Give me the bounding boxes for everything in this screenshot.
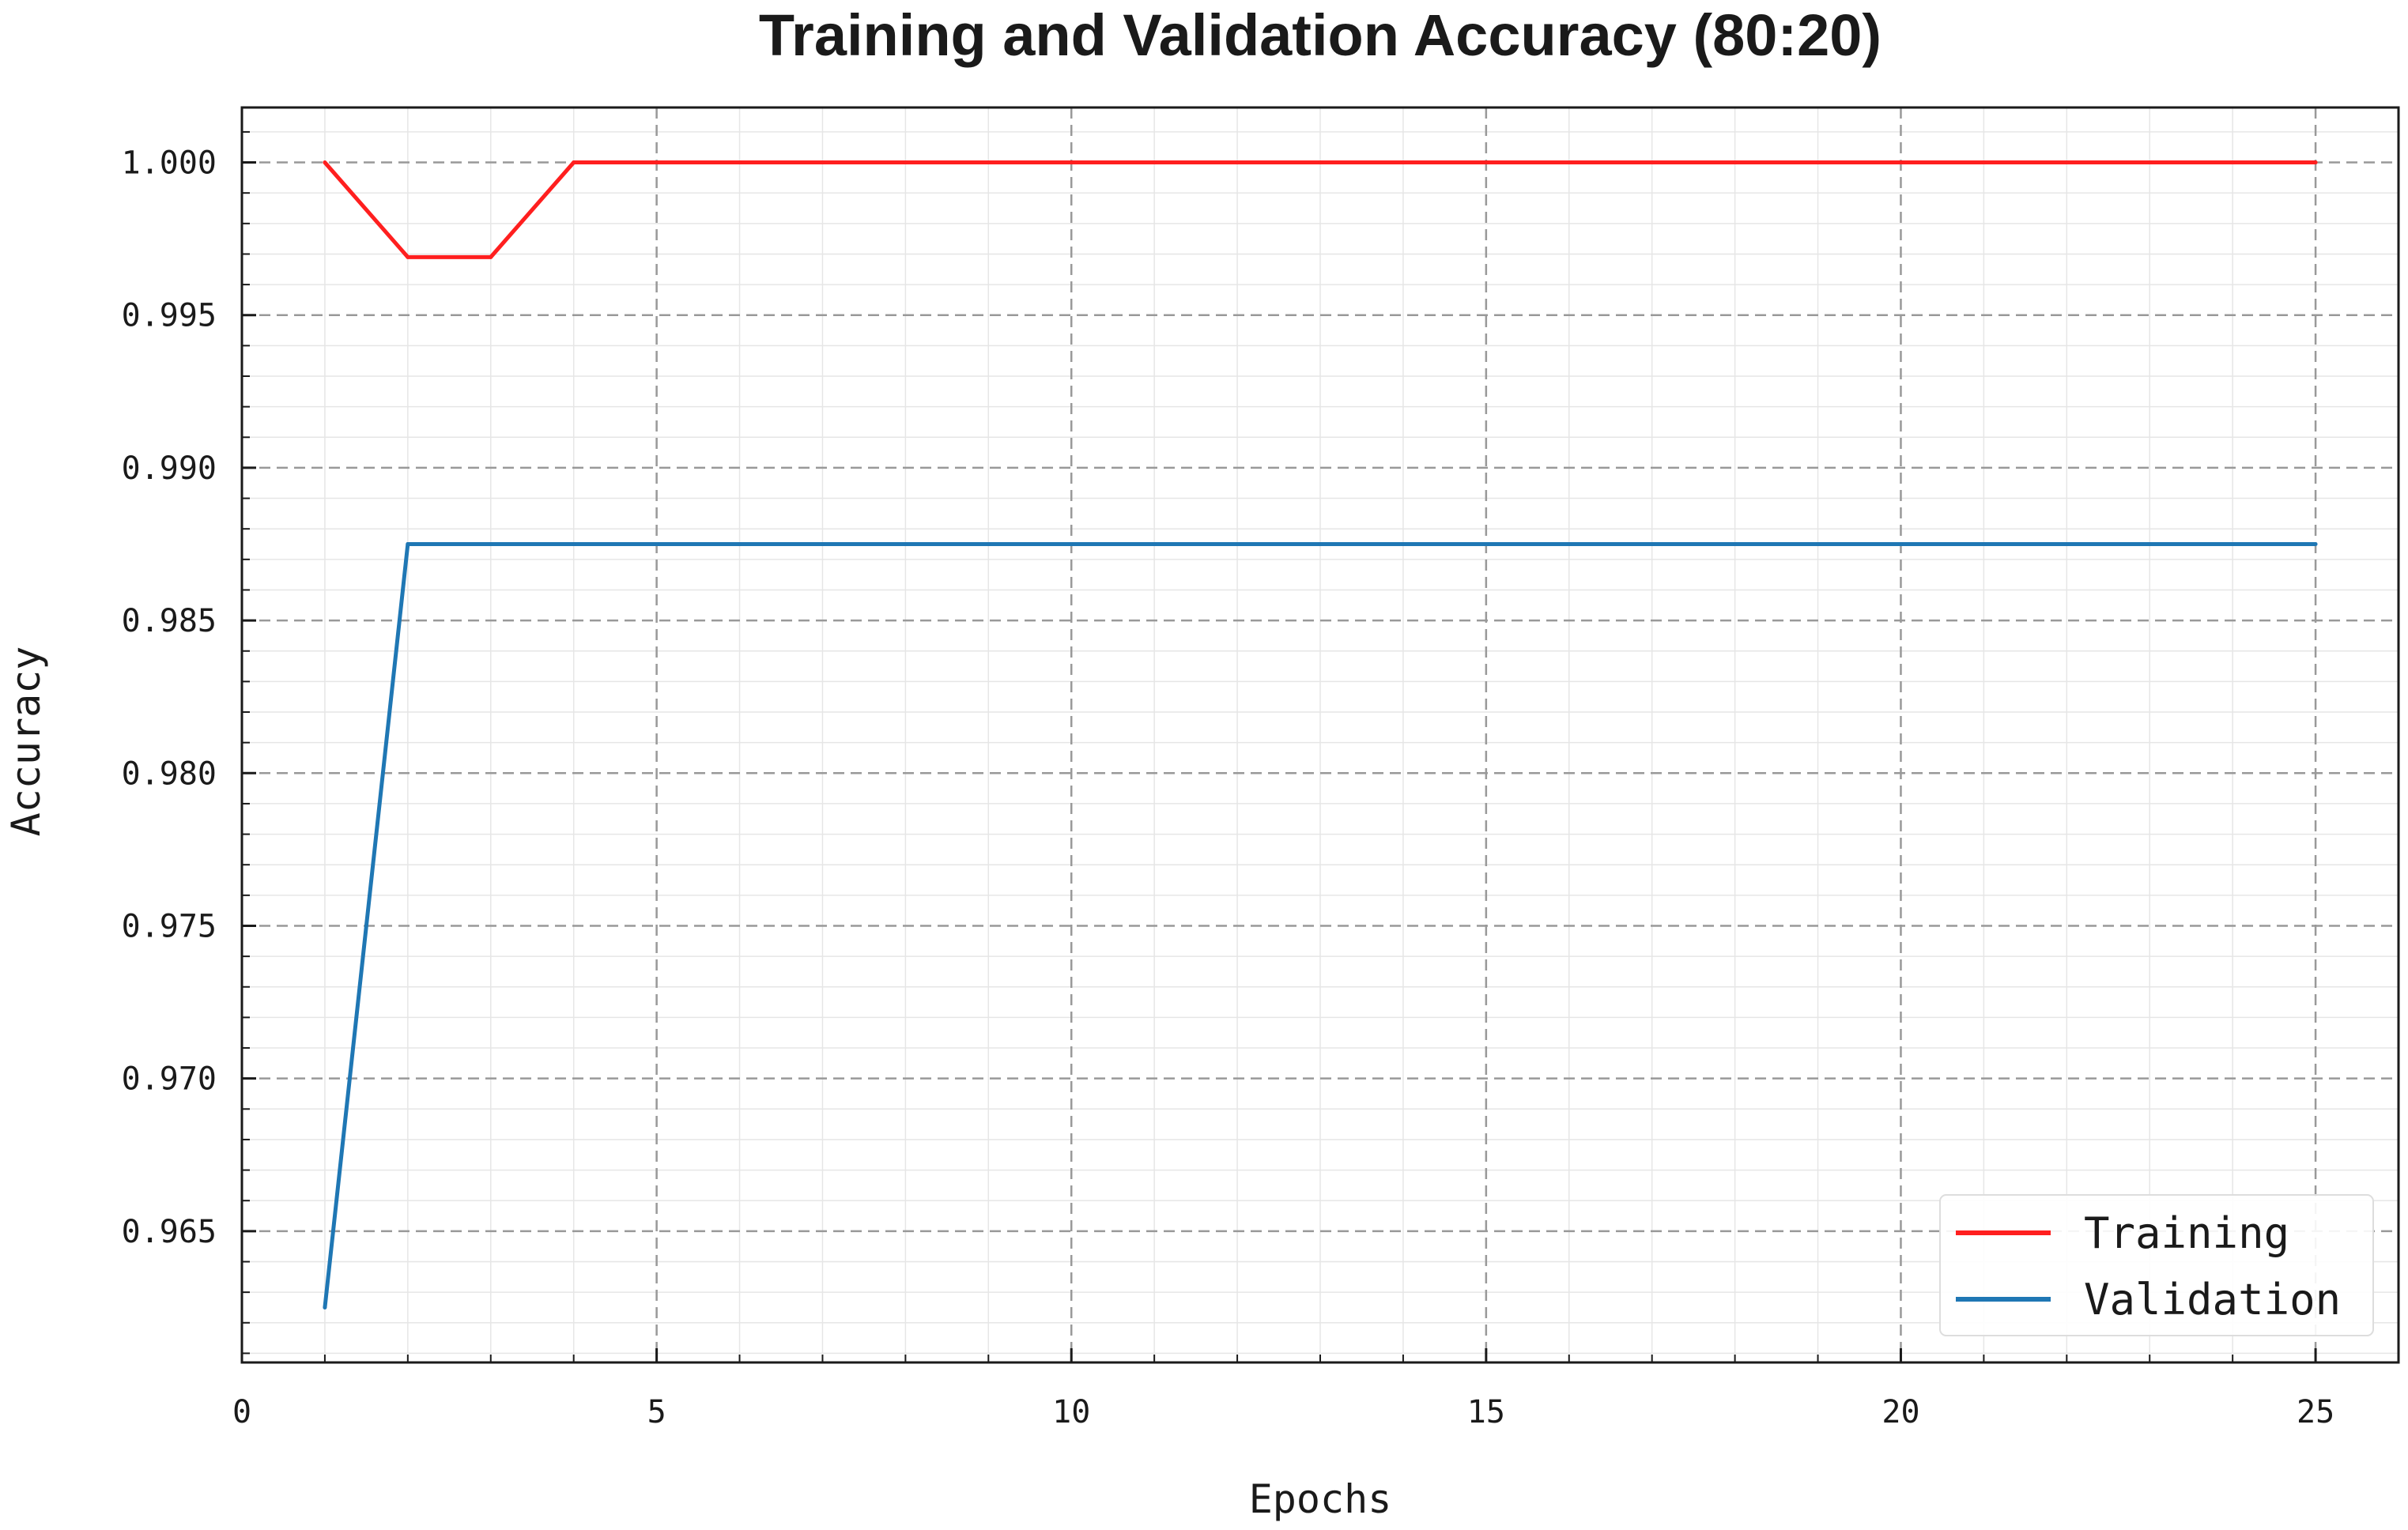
data-point-validation [406,542,410,547]
data-point-validation [1898,542,1903,547]
data-point-training [489,254,493,259]
data-point-training [323,160,327,165]
x-tick-label: 15 [1467,1394,1505,1430]
data-point-training [2064,160,2069,165]
y-tick-label: 0.995 [122,298,217,334]
x-tick-label: 20 [1881,1394,1919,1430]
axis-ticks [240,130,2399,1362]
data-point-validation [986,542,991,547]
data-point-validation [323,1305,327,1310]
minor-gridlines [242,107,2399,1362]
x-tick-label: 0 [232,1394,251,1430]
data-point-training [655,160,659,165]
data-point-training [1567,160,1572,165]
data-point-validation [738,542,742,547]
data-point-training [1318,160,1323,165]
y-tick-label: 0.985 [122,603,217,639]
y-tick-label: 0.980 [122,756,217,792]
data-point-training [820,160,825,165]
data-point-training [986,160,991,165]
data-point-validation [1484,542,1489,547]
data-point-validation [1567,542,1572,547]
tick-labels: 0 5 10 15 20 25 0.965 0.970 0.975 0.980 0.985 0.990… [122,145,2335,1430]
data-point-training [2230,160,2235,165]
data-point-training [1898,160,1903,165]
data-point-validation [489,542,493,547]
data-point-validation [1733,542,1738,547]
data-point-validation [1981,542,1986,547]
data-point-validation [1650,542,1655,547]
chart-title: Training and Validation Accuracy (80:20) [759,2,1881,68]
data-point-training [1069,160,1074,165]
data-point-validation [820,542,825,547]
data-point-validation [2230,542,2235,547]
data-point-validation [1152,542,1157,547]
y-tick-label: 0.975 [122,908,217,944]
legend-label-validation: Validation [2084,1275,2341,1325]
x-axis-label: Epochs [1249,1476,1392,1522]
data-point-validation [572,542,576,547]
series-lines [323,160,2318,1310]
data-point-training [1152,160,1157,165]
x-tick-label: 5 [647,1394,666,1430]
data-point-training [903,160,908,165]
data-point-validation [655,542,659,547]
y-tick-label: 0.965 [122,1214,217,1250]
data-point-training [2313,160,2318,165]
data-point-training [1981,160,1986,165]
x-tick-label: 10 [1052,1394,1090,1430]
data-point-validation [2064,542,2069,547]
data-point-training [1650,160,1655,165]
data-point-training [406,254,410,259]
y-tick-label: 0.970 [122,1061,217,1098]
data-point-training [2147,160,2152,165]
data-point-training [1235,160,1240,165]
data-point-validation [1069,542,1074,547]
legend-label-training: Training [2084,1208,2289,1258]
y-axis-label: Accuracy [3,646,49,837]
data-point-training [1484,160,1489,165]
data-point-validation [1235,542,1240,547]
data-point-validation [903,542,908,547]
data-point-validation [2313,542,2318,547]
data-point-validation [1318,542,1323,547]
data-point-training [1401,160,1406,165]
legend: Training Validation [1939,1194,2374,1336]
data-point-training [1816,160,1821,165]
y-tick-label: 1.000 [122,145,217,182]
data-point-validation [2147,542,2152,547]
data-point-training [572,160,576,165]
x-tick-label: 25 [2297,1394,2334,1430]
data-point-validation [1816,542,1821,547]
data-point-training [738,160,742,165]
data-point-training [1733,160,1738,165]
y-tick-label: 0.990 [122,450,217,487]
data-point-validation [1401,542,1406,547]
